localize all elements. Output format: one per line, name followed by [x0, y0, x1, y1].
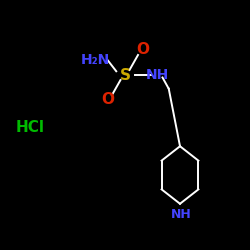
Text: H₂N: H₂N: [80, 53, 110, 67]
Text: NH: NH: [146, 68, 169, 82]
Text: O: O: [101, 92, 114, 108]
Text: O: O: [136, 42, 149, 58]
Text: S: S: [120, 68, 130, 82]
Text: NH: NH: [171, 208, 192, 222]
Text: HCl: HCl: [16, 120, 44, 135]
